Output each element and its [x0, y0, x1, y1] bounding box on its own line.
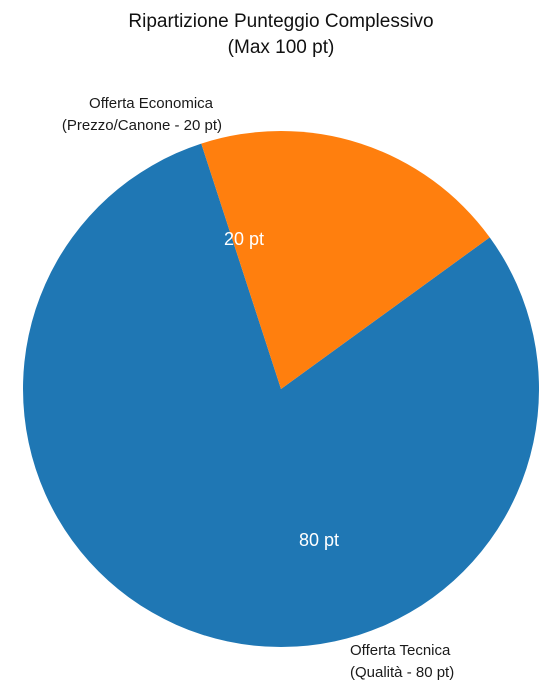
slice-detail-tecnica: (Qualità - 80 pt): [350, 664, 454, 681]
chart-title: Ripartizione Punteggio Complessivo: [128, 11, 433, 32]
slice-detail-economica: (Prezzo/Canone - 20 pt): [62, 117, 222, 134]
pie-slice-offerta-economica: [201, 130, 490, 389]
slice-label-tecnica: Offerta Tecnica: [350, 642, 451, 659]
slice-data-label-economica: 20 pt: [224, 229, 264, 249]
chart-subtitle: (Max 100 pt): [228, 37, 335, 58]
pie-slices: [23, 130, 539, 647]
pie-slice-offerta-tecnica: [23, 143, 539, 647]
slice-label-economica: Offerta Economica: [89, 95, 214, 112]
slice-data-label-tecnica: 80 pt: [299, 530, 339, 550]
